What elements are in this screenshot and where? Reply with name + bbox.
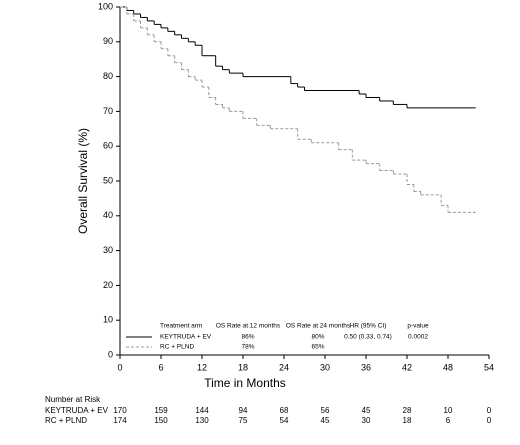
y-tick-label: 70 xyxy=(103,106,113,116)
legend-header: Treatment arm xyxy=(160,323,202,330)
y-tick-label: 10 xyxy=(103,315,113,325)
legend-header: HR (95% CI) xyxy=(350,323,387,330)
x-tick-label: 6 xyxy=(158,362,163,372)
risk-label: RC + PLND xyxy=(45,416,87,425)
y-tick-label: 20 xyxy=(103,280,113,290)
risk-value: 10 xyxy=(444,406,453,415)
x-tick-label: 24 xyxy=(279,362,289,372)
risk-value: 130 xyxy=(195,416,209,425)
risk-value: 144 xyxy=(195,406,209,415)
risk-value: 6 xyxy=(446,416,451,425)
x-tick-label: 36 xyxy=(361,362,371,372)
risk-value: 30 xyxy=(362,416,371,425)
y-tick-label: 90 xyxy=(103,36,113,46)
legend-header: p-value xyxy=(407,323,429,330)
y-tick-label: 100 xyxy=(98,1,113,11)
x-tick-label: 30 xyxy=(320,362,330,372)
y-tick-label: 0 xyxy=(108,349,113,359)
risk-value: 45 xyxy=(321,416,330,425)
legend-header: OS Rate at 12 months xyxy=(216,323,281,330)
x-axis-label: Time in Months xyxy=(204,376,286,390)
y-tick-label: 30 xyxy=(103,245,113,255)
y-tick-label: 80 xyxy=(103,71,113,81)
risk-value: 94 xyxy=(239,406,248,415)
legend-cell: RC + PLND xyxy=(160,344,194,351)
risk-value: 28 xyxy=(403,406,412,415)
risk-value: 170 xyxy=(113,406,127,415)
x-tick-label: 0 xyxy=(117,362,122,372)
legend-cell: KEYTRUDA + EV xyxy=(160,334,212,341)
x-tick-label: 18 xyxy=(238,362,248,372)
legend-cell: 0.50 (0.33, 0.74) xyxy=(344,334,392,341)
x-tick-label: 54 xyxy=(484,362,494,372)
risk-value: 68 xyxy=(280,406,289,415)
risk-value: 174 xyxy=(113,416,127,425)
risk-value: 18 xyxy=(403,416,412,425)
legend-cell: 65% xyxy=(311,344,324,351)
x-tick-label: 42 xyxy=(402,362,412,372)
risk-value: 56 xyxy=(321,406,330,415)
risk-value: 150 xyxy=(154,416,168,425)
legend-cell: 78% xyxy=(241,344,254,351)
legend-cell: 86% xyxy=(241,334,254,341)
legend-cell: 80% xyxy=(311,334,324,341)
risk-value: 0 xyxy=(487,416,492,425)
legend-cell: 0.0002 xyxy=(408,334,428,341)
y-tick-label: 40 xyxy=(103,210,113,220)
y-axis-label: Overall Survival (%) xyxy=(76,128,90,234)
risk-value: 45 xyxy=(362,406,371,415)
risk-value: 0 xyxy=(487,406,492,415)
risk-title: Number at Risk xyxy=(45,395,101,404)
risk-value: 75 xyxy=(239,416,248,425)
x-tick-label: 48 xyxy=(443,362,453,372)
risk-value: 159 xyxy=(154,406,168,415)
risk-label: KEYTRUDA + EV xyxy=(45,406,109,415)
y-tick-label: 60 xyxy=(103,141,113,151)
risk-value: 54 xyxy=(280,416,289,425)
x-tick-label: 12 xyxy=(197,362,207,372)
y-tick-label: 50 xyxy=(103,175,113,185)
legend-header: OS Rate at 24 months xyxy=(286,323,351,330)
